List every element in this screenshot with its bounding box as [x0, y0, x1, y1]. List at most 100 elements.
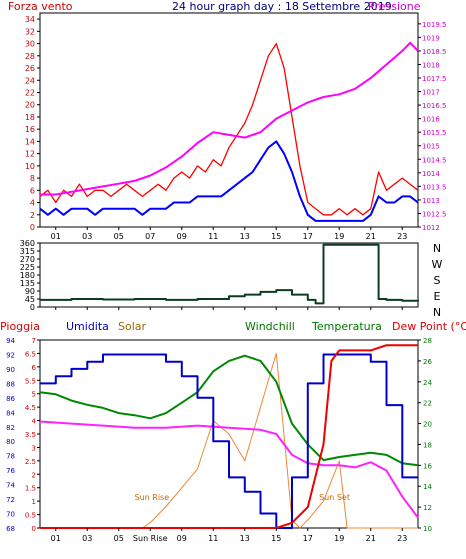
- rain-tick-label: 5.5: [25, 377, 36, 385]
- hour-tick-label: 09: [177, 534, 187, 543]
- hour-tick-label: 19: [334, 534, 344, 543]
- wind-tick-label: 4: [30, 199, 35, 208]
- pressure-tick-label: 1012.5: [422, 210, 447, 218]
- pressure-tick-label: 1012: [422, 224, 440, 232]
- wind-tick-label: 22: [25, 88, 35, 97]
- compass-label: S: [434, 274, 441, 287]
- pressure-tick-label: 1014: [422, 170, 440, 178]
- humidity-tick-label: 90: [6, 366, 15, 374]
- wind-tick-label: 8: [30, 174, 35, 183]
- wind-speed-line: [39, 42, 419, 216]
- pressure-tick-label: 1013: [422, 197, 440, 205]
- compass-label: W: [432, 258, 443, 271]
- hour-tick-label: 15: [271, 232, 281, 241]
- hour-tick-label: 05: [114, 534, 124, 543]
- wind-tick-label: 6: [30, 186, 35, 195]
- temp-tick-label: 10: [423, 525, 432, 533]
- pressure-tick-label: 1016.5: [422, 102, 447, 110]
- pressure-tick-label: 1018: [422, 61, 440, 69]
- hour-tick-label: 07: [145, 232, 155, 241]
- rain-tick-label: 2.5: [25, 458, 36, 466]
- hour-tick-label: 21: [366, 534, 376, 543]
- pressure-axis-label: Pressione: [368, 0, 421, 13]
- wind-tick-label: 30: [25, 40, 35, 49]
- humidity-tick-label: 80: [6, 438, 15, 446]
- pressure-tick-label: 1018.5: [422, 48, 447, 56]
- humidity-tick-label: 86: [6, 395, 15, 403]
- wind-tick-label: 12: [25, 150, 35, 159]
- rain-tick-label: 3.5: [25, 431, 36, 439]
- wind-tick-label: 28: [25, 52, 35, 61]
- rain-tick-label: 2: [32, 471, 36, 479]
- temp-tick-label: 24: [423, 379, 432, 387]
- hour-tick-label: 03: [82, 232, 92, 241]
- wind-direction-line: [40, 243, 419, 305]
- temp-tick-label: 22: [423, 400, 432, 408]
- pressure-tick-label: 1019: [422, 34, 440, 42]
- temp-tick-label: 18: [423, 441, 432, 449]
- pressure-tick-label: 1015: [422, 143, 440, 151]
- wind-tick-label: 10: [25, 162, 35, 171]
- humidity-tick-label: 88: [6, 380, 15, 388]
- temp-tick-label: 20: [423, 421, 432, 429]
- pressure-tick-label: 1013.5: [422, 183, 447, 191]
- hour-tick-label: 23: [397, 232, 407, 241]
- solar-line: [40, 352, 418, 529]
- pressure-line: [40, 41, 419, 196]
- pressure-tick-label: 1017: [422, 89, 440, 97]
- rain-tick-label: 1.5: [25, 485, 36, 493]
- compass-label: E: [434, 290, 441, 303]
- temp-tick-label: 28: [423, 337, 432, 345]
- hour-tick-label: 21: [366, 232, 376, 241]
- rain-tick-label: 7: [32, 337, 36, 345]
- temp-tick-label: 12: [423, 504, 432, 512]
- humidity-tick-label: 74: [6, 482, 15, 490]
- rain-tick-label: 1: [32, 498, 36, 506]
- dewpoint-line: [39, 420, 419, 519]
- hour-tick-label: 11: [208, 534, 218, 543]
- rain-header: Pioggia: [0, 320, 40, 333]
- temp-tick-label: 16: [423, 462, 432, 470]
- dewpoint-header: Dew Point (°C): [392, 320, 466, 333]
- pressure-tick-label: 1017.5: [422, 75, 447, 83]
- hour-tick-label: 03: [82, 534, 92, 543]
- humidity-line: [40, 353, 418, 529]
- sunrise-label: Sun Rise: [135, 493, 170, 502]
- direction-tick-label: 0: [30, 303, 35, 312]
- wind-average-line: [39, 140, 419, 222]
- hour-tick-label: 19: [334, 232, 344, 241]
- hour-tick-label: 17: [303, 232, 313, 241]
- pressure-tick-label: 1019.5: [422, 21, 447, 29]
- wind-tick-label: 18: [25, 113, 35, 122]
- direction-tick-label: 90: [25, 287, 35, 296]
- wind-axis-label: Forza vento: [8, 0, 73, 13]
- direction-tick-label: 270: [20, 255, 35, 264]
- temperature-header: Temperatura: [312, 320, 382, 333]
- wind-tick-label: 14: [25, 137, 35, 146]
- pressure-tick-label: 1014.5: [422, 156, 447, 164]
- rain-tick-label: 3: [32, 444, 36, 452]
- hour-tick-label: 15: [271, 534, 281, 543]
- wind-tick-label: 24: [25, 76, 35, 85]
- direction-tick-label: 225: [20, 263, 35, 272]
- humidity-tick-label: 70: [6, 511, 15, 519]
- direction-tick-label: 135: [20, 279, 35, 288]
- wind-tick-label: 2: [30, 211, 35, 220]
- humidity-tick-label: 84: [6, 409, 15, 417]
- windchill-line: [39, 354, 419, 467]
- humidity-header: Umidita: [66, 320, 109, 333]
- wind-tick-label: 34: [25, 15, 35, 24]
- hour-tick-label: 13: [240, 534, 250, 543]
- hour-tick-label: 11: [208, 232, 218, 241]
- compass-label: N: [433, 306, 441, 319]
- chart-title: 24 hour graph day : 18 Settembre 2019: [172, 0, 392, 13]
- rain-tick-label: 0: [32, 525, 36, 533]
- wind-tick-label: 32: [25, 27, 35, 36]
- panel1-frame: [39, 12, 419, 228]
- temperature-line: [40, 344, 418, 529]
- direction-tick-label: 315: [20, 247, 35, 256]
- humidity-tick-label: 78: [6, 453, 15, 461]
- direction-tick-label: 45: [25, 295, 35, 304]
- wind-tick-label: 0: [30, 223, 35, 232]
